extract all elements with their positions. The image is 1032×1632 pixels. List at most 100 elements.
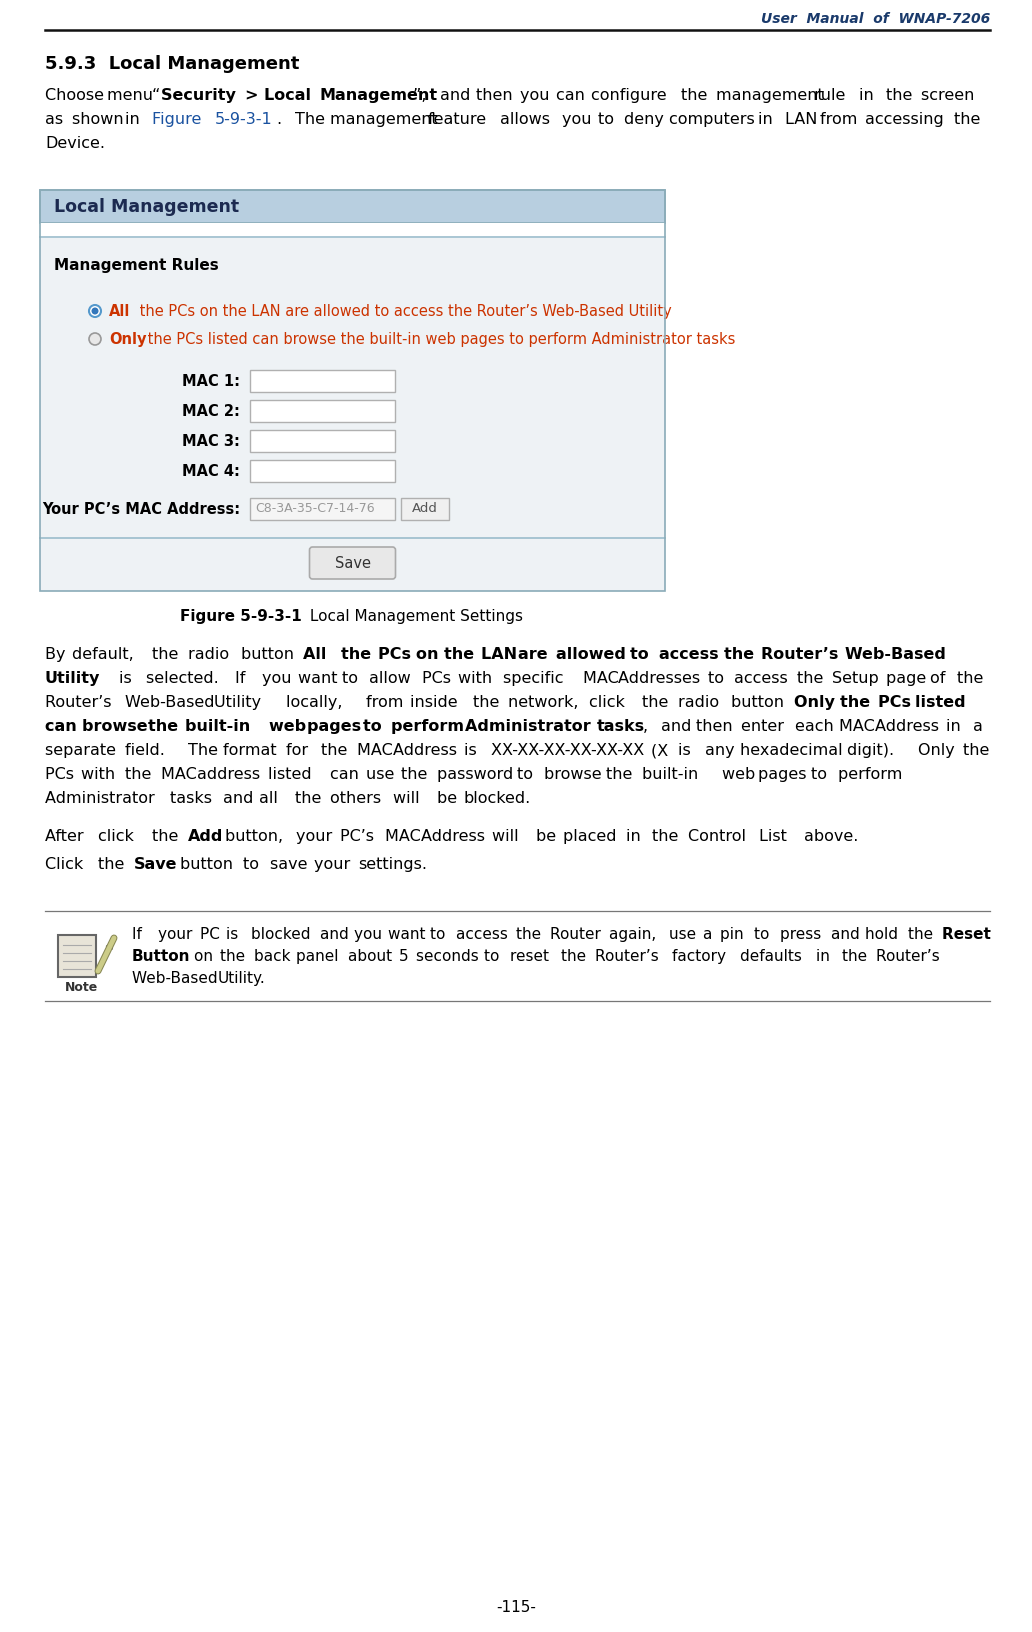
Text: click: click xyxy=(588,695,630,710)
Text: feature: feature xyxy=(428,113,491,127)
Text: to: to xyxy=(598,113,619,127)
Text: -115-: -115- xyxy=(496,1599,536,1616)
Text: Utility.: Utility. xyxy=(218,971,265,986)
Text: rule: rule xyxy=(814,88,850,103)
Text: built-in: built-in xyxy=(185,720,256,734)
Bar xyxy=(401,498,449,521)
Text: the: the xyxy=(98,857,130,871)
Text: save: save xyxy=(269,857,312,871)
Text: to: to xyxy=(631,646,655,663)
Text: the: the xyxy=(840,695,876,710)
Text: MAC: MAC xyxy=(583,671,623,685)
Text: Web-Based: Web-Based xyxy=(132,971,223,986)
Text: separate: separate xyxy=(45,743,121,757)
Text: locally,: locally, xyxy=(286,695,347,710)
Text: the: the xyxy=(954,113,986,127)
Text: and: and xyxy=(440,88,476,103)
Text: Web-Based: Web-Based xyxy=(125,695,220,710)
Text: page: page xyxy=(885,671,931,685)
Text: Figure 5-9-3-1: Figure 5-9-3-1 xyxy=(180,609,301,623)
Text: By: By xyxy=(45,646,70,663)
Text: with: with xyxy=(458,671,497,685)
Text: listed: listed xyxy=(915,695,971,710)
Text: the: the xyxy=(908,927,938,942)
Text: defaults: defaults xyxy=(740,948,806,965)
Text: and: and xyxy=(660,720,697,734)
Text: in: in xyxy=(946,720,966,734)
Text: shown: shown xyxy=(72,113,129,127)
Text: “: “ xyxy=(152,88,160,103)
Text: configure: configure xyxy=(591,88,672,103)
Text: computers: computers xyxy=(669,113,760,127)
Text: each: each xyxy=(795,720,838,734)
Text: PCs: PCs xyxy=(378,646,417,663)
Circle shape xyxy=(92,307,98,315)
Text: the: the xyxy=(220,948,250,965)
Text: radio: radio xyxy=(188,646,234,663)
Text: pin: pin xyxy=(720,927,749,942)
Text: to: to xyxy=(811,767,833,782)
Text: to: to xyxy=(430,927,451,942)
Text: screen: screen xyxy=(922,88,979,103)
Text: ”,: ”, xyxy=(413,88,431,103)
Text: the: the xyxy=(957,671,989,685)
Text: are: are xyxy=(518,646,553,663)
Text: Setup: Setup xyxy=(833,671,884,685)
Text: web: web xyxy=(269,720,312,734)
Text: the: the xyxy=(152,829,184,844)
Bar xyxy=(250,498,395,521)
Text: ,: , xyxy=(643,720,653,734)
Text: 5.9.3  Local Management: 5.9.3 Local Management xyxy=(45,55,299,73)
Text: panel: panel xyxy=(296,948,344,965)
Text: from: from xyxy=(820,113,863,127)
Text: button: button xyxy=(241,646,299,663)
Text: Control: Control xyxy=(688,829,751,844)
Text: again,: again, xyxy=(610,927,662,942)
Text: management: management xyxy=(716,88,829,103)
Text: User  Manual  of  WNAP-7206: User Manual of WNAP-7206 xyxy=(761,11,990,26)
Text: allows: allows xyxy=(499,113,554,127)
Text: menu: menu xyxy=(107,88,159,103)
Bar xyxy=(40,238,665,591)
Text: in: in xyxy=(125,113,146,127)
Text: button: button xyxy=(181,857,238,871)
Text: on: on xyxy=(194,948,218,965)
Text: Router’s: Router’s xyxy=(876,948,944,965)
Text: Only: Only xyxy=(918,743,961,757)
Text: perform: perform xyxy=(391,720,470,734)
Text: Add: Add xyxy=(412,503,438,516)
Text: MAC: MAC xyxy=(385,829,426,844)
Bar xyxy=(58,935,96,978)
Text: .: . xyxy=(277,113,287,127)
Text: web: web xyxy=(722,767,761,782)
Text: Note: Note xyxy=(64,981,98,994)
Text: perform: perform xyxy=(838,767,908,782)
Text: others: others xyxy=(330,792,386,806)
Text: deny: deny xyxy=(624,113,670,127)
Text: browse: browse xyxy=(83,720,154,734)
Text: of: of xyxy=(931,671,950,685)
Text: and: and xyxy=(831,927,865,942)
Text: the: the xyxy=(148,720,184,734)
Text: MAC 4:: MAC 4: xyxy=(182,463,240,480)
Bar xyxy=(40,189,665,591)
Text: the: the xyxy=(607,767,638,782)
Text: use: use xyxy=(669,927,701,942)
Text: access: access xyxy=(456,927,513,942)
Text: the: the xyxy=(294,792,326,806)
Text: MAC 1:: MAC 1: xyxy=(182,374,240,388)
Text: for: for xyxy=(286,743,313,757)
Bar xyxy=(250,429,395,452)
Text: from: from xyxy=(366,695,409,710)
Text: Router’s: Router’s xyxy=(594,948,664,965)
Text: management: management xyxy=(330,113,443,127)
Text: then: then xyxy=(697,720,738,734)
Text: If: If xyxy=(235,671,251,685)
Text: with: with xyxy=(80,767,120,782)
Text: a: a xyxy=(703,927,717,942)
Text: accessing: accessing xyxy=(865,113,948,127)
Text: on: on xyxy=(416,646,444,663)
Text: want: want xyxy=(388,927,430,942)
Text: the: the xyxy=(723,646,760,663)
Text: (X: (X xyxy=(651,743,674,757)
